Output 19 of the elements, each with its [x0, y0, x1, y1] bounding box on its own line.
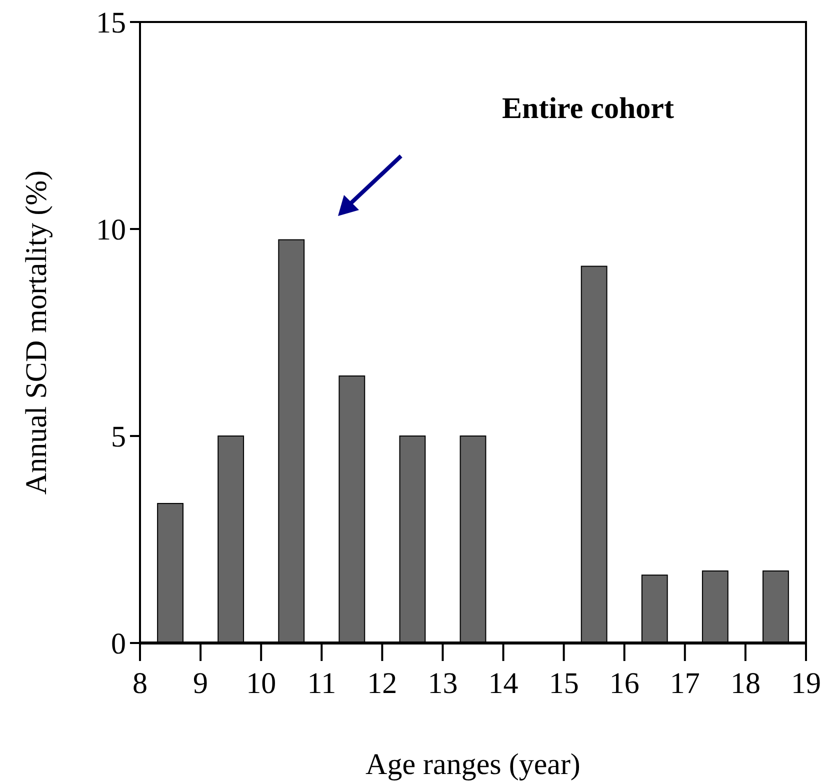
x-tick-label: 16: [609, 667, 640, 700]
x-tick-label: 9: [193, 667, 208, 700]
y-tick-label: 10: [96, 214, 126, 246]
x-tick-label: 10: [246, 667, 276, 700]
x-tick-label: 12: [367, 667, 398, 700]
y-tick-label: 0: [111, 628, 126, 660]
annotation: Entire cohort: [502, 92, 674, 125]
y-tick-label: 15: [96, 6, 126, 40]
x-tick-label: 14: [488, 667, 518, 700]
x-tick-label: 15: [548, 667, 579, 700]
y-tick-label: 5: [111, 420, 126, 454]
x-tick-label: 19: [791, 667, 821, 700]
y-axis-title: Annual SCD mortality (%): [20, 170, 53, 495]
x-tick-label: 17: [670, 667, 700, 700]
x-tick-label: 13: [428, 667, 458, 700]
x-tick-label: 18: [730, 667, 760, 700]
x-axis-title: Age ranges (year): [366, 748, 580, 781]
x-tick-label: 11: [307, 667, 336, 700]
x-tick-label: 8: [132, 667, 148, 700]
